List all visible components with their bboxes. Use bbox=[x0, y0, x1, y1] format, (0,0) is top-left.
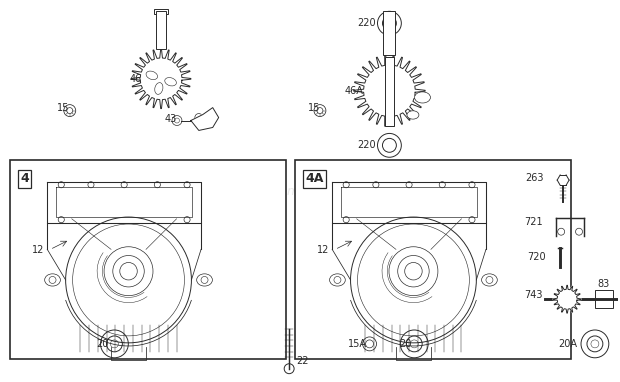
Text: 12: 12 bbox=[32, 244, 45, 254]
Ellipse shape bbox=[197, 274, 213, 286]
Text: 83: 83 bbox=[597, 279, 609, 289]
Ellipse shape bbox=[146, 71, 157, 79]
Ellipse shape bbox=[45, 274, 60, 286]
Text: 20A: 20A bbox=[558, 339, 577, 349]
Polygon shape bbox=[332, 182, 486, 223]
Text: 743: 743 bbox=[524, 290, 542, 300]
Ellipse shape bbox=[407, 111, 419, 119]
Ellipse shape bbox=[415, 92, 430, 103]
Bar bbox=[383, 11, 396, 55]
Text: 721: 721 bbox=[525, 217, 543, 227]
Polygon shape bbox=[47, 182, 201, 223]
Text: 4: 4 bbox=[20, 172, 29, 185]
Text: 22: 22 bbox=[296, 356, 309, 366]
Bar bbox=[156, 11, 166, 49]
Text: 15: 15 bbox=[57, 103, 69, 113]
Ellipse shape bbox=[330, 274, 345, 286]
Text: ReplacementParts.com: ReplacementParts.com bbox=[237, 185, 383, 197]
Ellipse shape bbox=[155, 83, 163, 94]
Text: 20: 20 bbox=[399, 339, 412, 349]
Bar bbox=[385, 57, 394, 126]
Text: 20: 20 bbox=[97, 339, 109, 349]
Text: 12: 12 bbox=[317, 244, 329, 254]
Text: 15: 15 bbox=[308, 103, 321, 113]
Text: 15A: 15A bbox=[348, 339, 366, 349]
Bar bbox=[595, 290, 613, 308]
Polygon shape bbox=[131, 49, 191, 108]
Ellipse shape bbox=[165, 78, 176, 86]
Text: 263: 263 bbox=[525, 173, 543, 183]
Polygon shape bbox=[553, 285, 581, 313]
Text: 46: 46 bbox=[130, 74, 141, 84]
Text: 43: 43 bbox=[164, 113, 176, 123]
Text: 220: 220 bbox=[358, 140, 376, 151]
Ellipse shape bbox=[482, 274, 497, 286]
Bar bbox=[295, 160, 571, 359]
Text: 220: 220 bbox=[358, 18, 376, 28]
Text: 4A: 4A bbox=[305, 172, 324, 185]
Polygon shape bbox=[191, 108, 219, 130]
Bar bbox=[154, 9, 168, 14]
Text: 720: 720 bbox=[528, 251, 546, 262]
Text: 46A: 46A bbox=[345, 86, 363, 96]
Bar bbox=[10, 160, 286, 359]
Polygon shape bbox=[353, 55, 425, 126]
